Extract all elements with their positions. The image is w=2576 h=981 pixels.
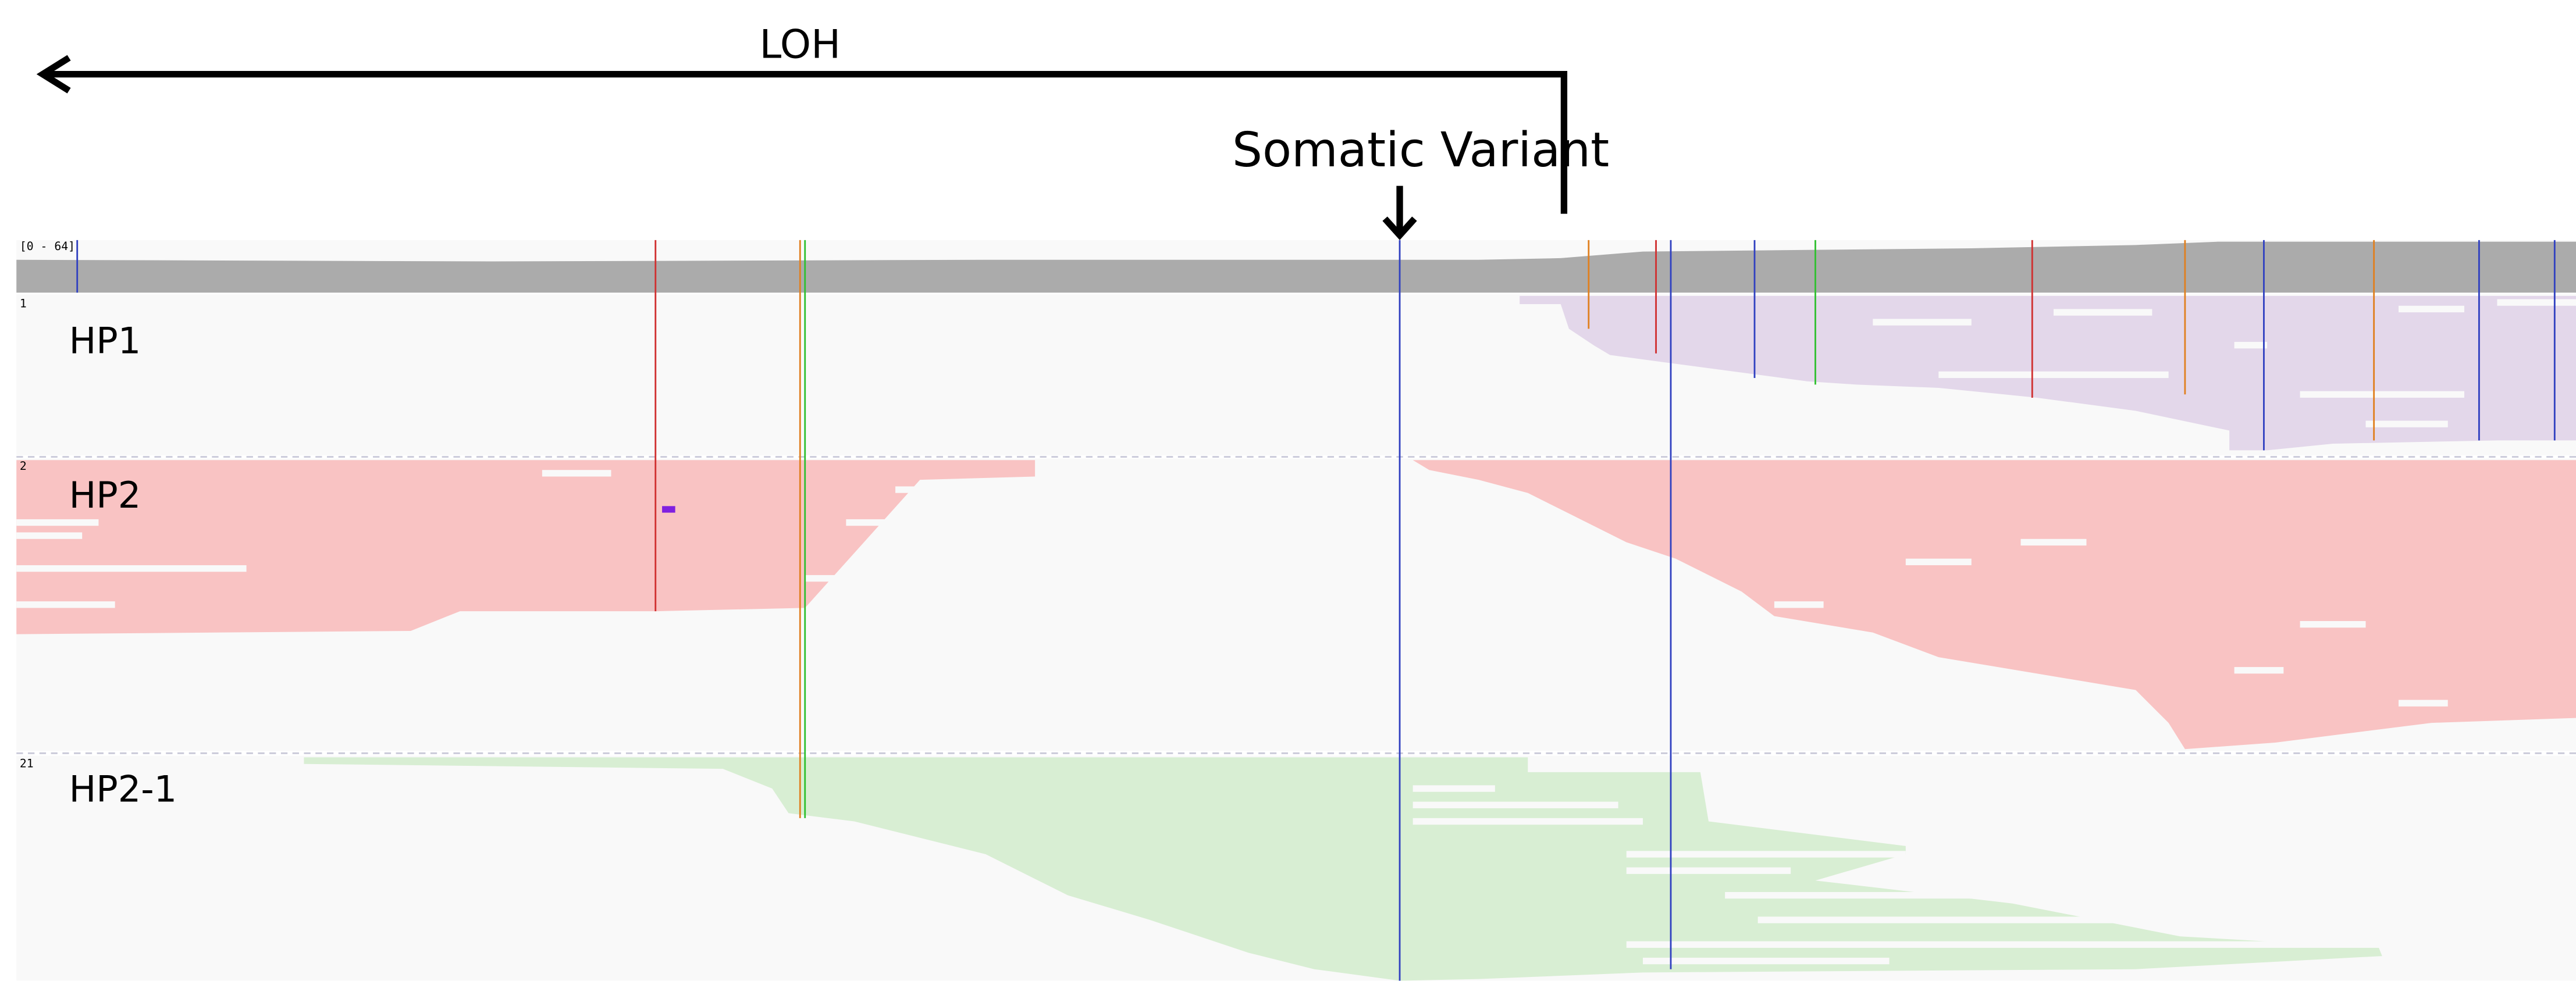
read-gap	[16, 532, 83, 539]
read-gap	[542, 470, 611, 477]
reads-hp2-right	[1412, 460, 2576, 750]
read-gap	[1626, 867, 1791, 874]
track-number: 1	[20, 297, 27, 311]
track-number: 2	[20, 459, 27, 473]
read-gap	[1725, 891, 2005, 899]
read-gap	[2234, 667, 2284, 674]
read-gap	[1412, 801, 1618, 808]
reads-hp2-left	[16, 460, 1036, 634]
read-gap	[16, 601, 115, 608]
read-gap	[1938, 371, 2169, 379]
loh-arrowhead	[36, 55, 71, 94]
read-gap	[1642, 957, 1890, 965]
variant-arrowhead	[1382, 216, 1417, 240]
read-gap	[16, 565, 247, 572]
read-gap	[895, 486, 1249, 493]
read-gap	[1774, 601, 1824, 608]
read-gap	[2020, 538, 2087, 546]
read-gap	[1757, 916, 2185, 923]
read-gap	[2300, 391, 2464, 398]
reads-hp2-1	[304, 757, 2382, 981]
read-gap	[1412, 785, 1495, 792]
read-gap	[1412, 818, 1643, 825]
read-gap	[1873, 319, 1972, 326]
variant-lines	[76, 240, 2556, 981]
read-gap	[2399, 700, 2448, 707]
track-label: HP1	[69, 320, 141, 362]
insertion	[662, 506, 675, 513]
read-gap	[2053, 309, 2152, 316]
loh-label: LOH	[759, 21, 841, 67]
coverage-range: [0 - 64]	[20, 240, 75, 253]
read-gap	[2365, 420, 2448, 427]
read-gap	[1905, 558, 1972, 565]
read-gap	[2300, 621, 2366, 628]
read-gap	[2497, 299, 2576, 306]
track-number: 21	[20, 757, 34, 770]
read-gap	[805, 575, 994, 582]
read-gap	[1626, 851, 1906, 858]
track-label: HP2	[69, 474, 141, 516]
read-gap	[2234, 341, 2268, 349]
read-gap	[1626, 941, 2382, 948]
read-gaps	[16, 299, 2576, 965]
somatic-variant-label: Somatic Variant	[1232, 123, 1609, 178]
read-gap	[2399, 305, 2464, 313]
read-gap	[16, 519, 99, 526]
read-gap	[846, 519, 1364, 526]
read-gap	[1035, 555, 1364, 562]
track-label: HP2-1	[69, 768, 177, 811]
